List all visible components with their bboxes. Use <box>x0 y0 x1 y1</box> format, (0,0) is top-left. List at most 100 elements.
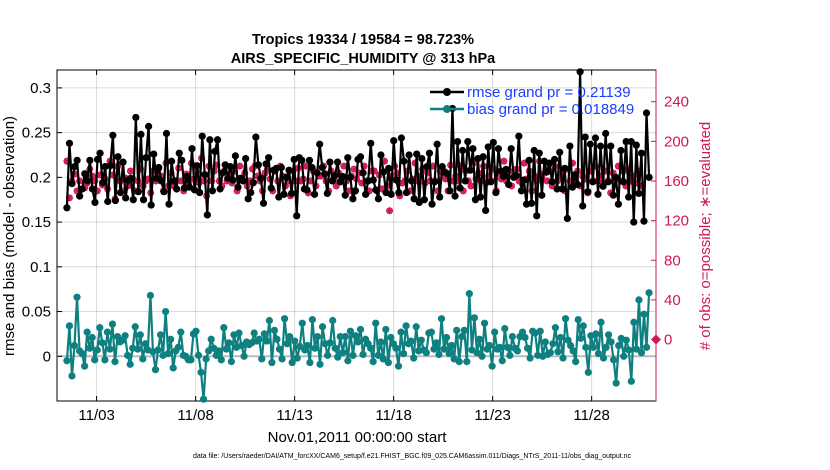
bias-point <box>491 328 499 336</box>
rmse-point <box>201 171 209 179</box>
bias-point <box>622 336 630 344</box>
rmse-point <box>114 153 122 161</box>
rmse-point <box>333 158 342 166</box>
bias-point <box>91 356 99 364</box>
rmse-point <box>316 140 324 148</box>
bias-point <box>275 345 284 353</box>
legend-bias-marker <box>443 105 451 113</box>
rmse-point <box>137 130 145 139</box>
rmse-point <box>282 173 291 181</box>
legend-rmse-label: rmse grand pr = 0.21139 <box>467 84 631 101</box>
bias-point <box>392 344 400 352</box>
rmse-point <box>395 188 403 197</box>
bias-point <box>508 332 516 341</box>
bias-point <box>351 332 360 340</box>
rmse-point <box>645 173 653 181</box>
bias-point <box>237 341 246 350</box>
rmse-point <box>81 170 89 178</box>
rmse-point <box>267 184 275 192</box>
legend: rmse grand pr = 0.21139 bias grand pr = … <box>430 84 634 118</box>
rmse-point <box>344 154 352 162</box>
bias-point <box>594 349 603 358</box>
rmse-point <box>208 187 217 195</box>
bias-point <box>379 355 387 363</box>
rmse-point <box>106 162 114 170</box>
rmse-point <box>487 178 495 186</box>
bias-point <box>607 338 615 346</box>
rmse-point <box>351 187 360 195</box>
rmse-point <box>579 202 587 210</box>
bias-point <box>604 331 613 339</box>
rmse-point <box>469 145 477 153</box>
rmse-point <box>566 142 574 150</box>
bias-point <box>546 349 554 357</box>
rmse-point <box>157 177 165 185</box>
rmse-point <box>438 163 446 171</box>
rmse-point <box>418 154 426 163</box>
y-right-tick-label: 80 <box>664 252 681 269</box>
bias-point <box>225 339 233 347</box>
bias-point <box>610 356 618 364</box>
bias-point <box>554 348 562 356</box>
rmse-point <box>247 188 255 197</box>
rmse-point <box>68 180 76 188</box>
bias-point <box>341 332 349 341</box>
rmse-point <box>515 132 523 140</box>
rmse-point <box>632 141 640 149</box>
y-left-tick-label: 0.25 <box>22 125 51 142</box>
y-axis-left-label: rmse and bias (model - observation) <box>1 116 18 356</box>
bias-point <box>399 349 408 358</box>
rmse-point <box>178 156 186 164</box>
bias-point <box>334 353 342 361</box>
rmse-point <box>341 191 349 199</box>
rmse-point <box>482 206 490 215</box>
rmse-point <box>310 190 319 198</box>
bias-point <box>265 316 273 325</box>
bias-point <box>564 336 572 344</box>
rmse-point <box>252 133 260 141</box>
rmse-point <box>619 178 628 186</box>
rmse-point <box>96 149 104 157</box>
rmse-point <box>162 129 171 138</box>
bias-point <box>286 332 294 341</box>
obs-evaluated-stroke <box>467 182 474 189</box>
rmse-point <box>298 156 306 164</box>
rmse-point <box>561 164 569 173</box>
bias-point <box>503 343 511 351</box>
rmse-point <box>160 188 168 196</box>
rmse-point <box>239 177 247 185</box>
bias-point <box>496 343 504 351</box>
bias-point <box>435 350 443 359</box>
rmse-point <box>129 196 137 204</box>
plot-area <box>56 69 657 402</box>
y-right-tick-label: 240 <box>664 94 689 111</box>
rmse-point <box>216 185 224 193</box>
bias-point <box>68 372 76 380</box>
rmse-point <box>492 188 500 197</box>
rmse-point <box>635 189 643 198</box>
rmse-point <box>550 155 559 164</box>
bias-point <box>410 354 418 362</box>
bias-point <box>73 293 81 301</box>
rmse-point <box>484 143 492 151</box>
rmse-point <box>305 156 314 164</box>
bias-point <box>96 324 104 332</box>
bias-point <box>192 327 200 335</box>
rmse-point <box>328 177 337 185</box>
bias-point <box>146 291 155 300</box>
bias-point <box>139 355 147 363</box>
rmse-point <box>625 193 633 201</box>
legend-rmse-marker <box>443 88 451 96</box>
rmse-point <box>563 214 571 223</box>
rmse-point <box>229 176 237 184</box>
bias-point <box>599 354 608 362</box>
obs-evaluated-marker <box>126 167 134 175</box>
rmse-point <box>331 171 339 180</box>
bias-point <box>288 358 296 367</box>
rmse-point <box>367 139 375 147</box>
rmse-point <box>70 163 79 171</box>
bias-point <box>620 352 628 360</box>
rmse-point <box>142 154 150 162</box>
bias-point <box>422 349 430 357</box>
rmse-point <box>73 156 81 164</box>
